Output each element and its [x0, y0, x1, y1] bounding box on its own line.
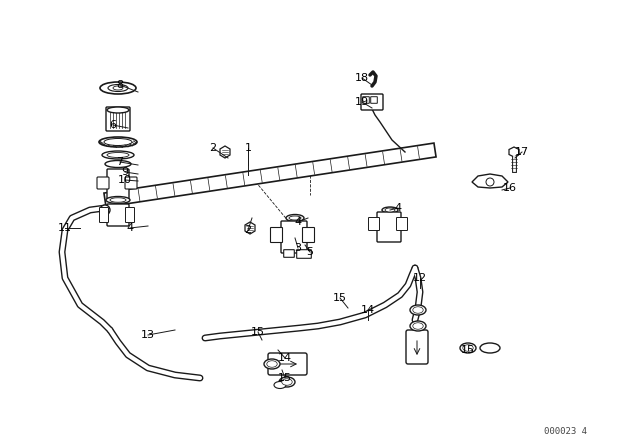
Text: 5: 5: [307, 247, 314, 257]
Text: 17: 17: [515, 147, 529, 157]
FancyBboxPatch shape: [363, 97, 369, 103]
Polygon shape: [472, 174, 508, 188]
Text: 13: 13: [141, 330, 155, 340]
FancyBboxPatch shape: [107, 169, 129, 199]
Polygon shape: [245, 222, 255, 234]
Ellipse shape: [480, 343, 500, 353]
FancyBboxPatch shape: [125, 207, 134, 223]
FancyBboxPatch shape: [397, 217, 408, 231]
FancyBboxPatch shape: [371, 97, 378, 103]
Ellipse shape: [410, 305, 426, 315]
Text: 7: 7: [116, 157, 124, 167]
FancyBboxPatch shape: [107, 204, 129, 226]
Polygon shape: [104, 143, 436, 207]
Circle shape: [100, 205, 110, 215]
Text: 19: 19: [355, 97, 369, 107]
Ellipse shape: [410, 321, 426, 331]
Ellipse shape: [105, 160, 131, 168]
Ellipse shape: [99, 137, 137, 147]
Text: 15: 15: [251, 327, 265, 337]
Text: 2: 2: [209, 143, 216, 153]
Ellipse shape: [279, 377, 295, 387]
Text: 14: 14: [278, 353, 292, 363]
Ellipse shape: [382, 207, 398, 213]
Text: 1: 1: [244, 143, 252, 153]
FancyBboxPatch shape: [97, 177, 109, 189]
Ellipse shape: [413, 307, 423, 313]
Text: 15: 15: [333, 293, 347, 303]
Ellipse shape: [100, 82, 136, 94]
FancyBboxPatch shape: [406, 330, 428, 364]
FancyBboxPatch shape: [268, 353, 307, 375]
Ellipse shape: [107, 107, 129, 113]
Text: 8: 8: [116, 80, 124, 90]
Text: 11: 11: [58, 223, 72, 233]
FancyBboxPatch shape: [106, 107, 130, 131]
Text: 2: 2: [244, 225, 252, 235]
FancyBboxPatch shape: [284, 250, 294, 257]
Ellipse shape: [102, 151, 134, 159]
Text: 10: 10: [118, 175, 132, 185]
Ellipse shape: [267, 361, 277, 367]
Ellipse shape: [460, 343, 476, 353]
Ellipse shape: [108, 85, 128, 91]
Ellipse shape: [289, 216, 301, 220]
Text: 15: 15: [278, 373, 292, 383]
FancyBboxPatch shape: [125, 177, 137, 189]
Text: 4: 4: [294, 217, 301, 227]
Ellipse shape: [463, 345, 473, 351]
Text: 14: 14: [361, 305, 375, 315]
FancyBboxPatch shape: [271, 228, 282, 242]
Text: 9: 9: [122, 167, 129, 177]
Text: 000023 4: 000023 4: [543, 427, 586, 436]
Ellipse shape: [286, 215, 304, 221]
FancyBboxPatch shape: [361, 94, 383, 110]
Polygon shape: [509, 147, 519, 157]
FancyBboxPatch shape: [377, 212, 401, 242]
FancyBboxPatch shape: [369, 217, 380, 231]
Ellipse shape: [104, 138, 132, 146]
FancyBboxPatch shape: [281, 221, 307, 253]
Ellipse shape: [106, 197, 130, 203]
Ellipse shape: [413, 323, 423, 329]
Ellipse shape: [274, 382, 286, 388]
Text: 4: 4: [394, 203, 401, 213]
Ellipse shape: [264, 359, 280, 369]
Ellipse shape: [385, 208, 395, 212]
Text: 12: 12: [413, 273, 427, 283]
Text: 4: 4: [127, 223, 134, 233]
Text: 15: 15: [461, 345, 475, 355]
Ellipse shape: [110, 198, 126, 202]
Ellipse shape: [282, 379, 292, 385]
Circle shape: [486, 178, 494, 186]
Text: 6: 6: [109, 120, 116, 130]
FancyBboxPatch shape: [297, 250, 311, 258]
Ellipse shape: [113, 86, 123, 90]
Text: 18: 18: [355, 73, 369, 83]
FancyBboxPatch shape: [303, 228, 314, 242]
Polygon shape: [220, 146, 230, 158]
Ellipse shape: [107, 152, 129, 158]
Text: 3: 3: [294, 243, 301, 253]
FancyBboxPatch shape: [99, 207, 109, 223]
Text: 16: 16: [503, 183, 517, 193]
